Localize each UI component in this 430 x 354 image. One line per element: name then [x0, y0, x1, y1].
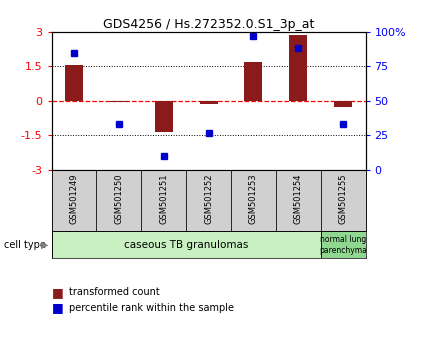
Text: cell type: cell type — [4, 240, 46, 250]
Bar — [321, 231, 365, 258]
Bar — [155, 101, 173, 132]
Title: GDS4256 / Hs.272352.0.S1_3p_at: GDS4256 / Hs.272352.0.S1_3p_at — [103, 18, 314, 31]
Bar — [52, 170, 96, 231]
Bar — [334, 101, 352, 107]
Bar — [200, 101, 218, 104]
Text: transformed count: transformed count — [69, 287, 160, 297]
Text: GSM501255: GSM501255 — [338, 174, 347, 224]
Bar — [231, 170, 276, 231]
Bar — [289, 35, 307, 101]
Text: GSM501251: GSM501251 — [159, 174, 168, 224]
Bar — [276, 170, 321, 231]
Bar — [244, 62, 262, 101]
Text: GSM501250: GSM501250 — [114, 174, 123, 224]
Text: ■: ■ — [52, 302, 63, 314]
Text: ▶: ▶ — [41, 240, 48, 250]
Bar — [65, 65, 83, 101]
Text: GSM501249: GSM501249 — [70, 174, 79, 224]
Bar — [321, 170, 365, 231]
Bar — [110, 101, 128, 102]
Text: GSM501252: GSM501252 — [204, 174, 213, 224]
Text: ■: ■ — [52, 286, 63, 298]
Bar — [96, 170, 141, 231]
Text: percentile rank within the sample: percentile rank within the sample — [69, 303, 234, 313]
Text: GSM501253: GSM501253 — [249, 174, 258, 224]
Bar — [186, 170, 231, 231]
Text: GSM501254: GSM501254 — [294, 174, 303, 224]
Bar — [141, 170, 186, 231]
Text: caseous TB granulomas: caseous TB granulomas — [124, 240, 248, 250]
Text: normal lung
parenchyma: normal lung parenchyma — [319, 235, 367, 255]
Bar — [52, 231, 321, 258]
